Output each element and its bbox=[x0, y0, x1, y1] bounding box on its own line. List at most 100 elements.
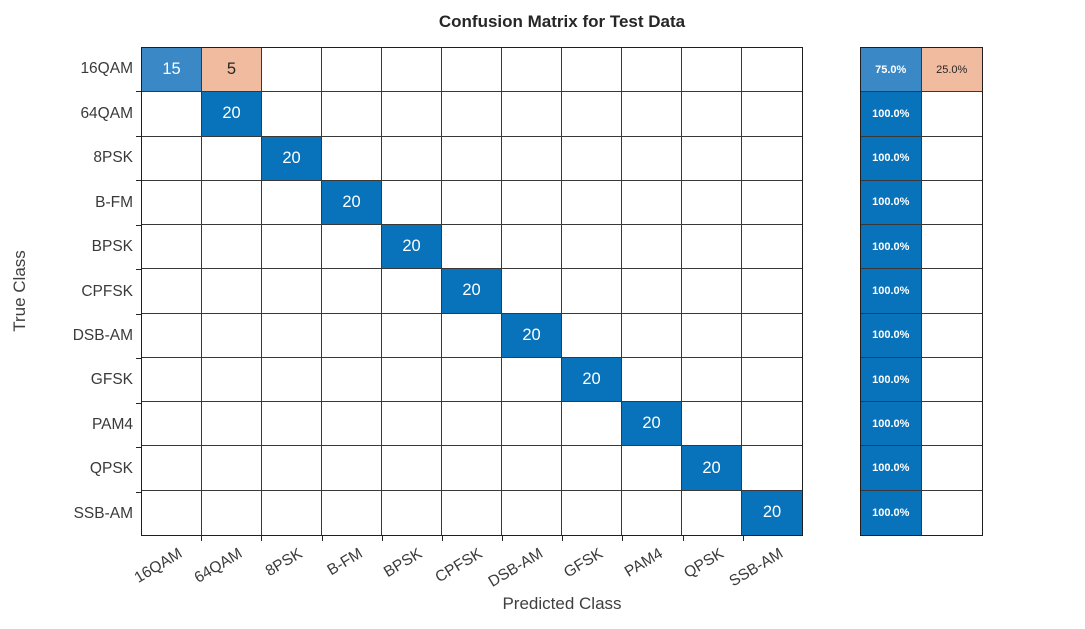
x-axis-tick bbox=[742, 536, 744, 541]
matrix-cell: 5 bbox=[202, 48, 262, 93]
matrix-cell bbox=[622, 490, 682, 535]
matrix-cell bbox=[502, 402, 562, 447]
y-tick-label: 16QAM bbox=[80, 60, 133, 78]
matrix-cell bbox=[742, 446, 802, 491]
matrix-cell bbox=[502, 446, 562, 491]
matrix-cell bbox=[562, 48, 622, 93]
matrix-cell bbox=[322, 313, 382, 358]
matrix-cell bbox=[742, 136, 802, 181]
matrix-cell bbox=[742, 180, 802, 226]
matrix-cell bbox=[202, 180, 262, 226]
matrix-cell bbox=[262, 225, 322, 270]
matrix-cell: 20 bbox=[202, 92, 262, 137]
matrix-cell bbox=[562, 92, 622, 137]
matrix-cell bbox=[322, 490, 382, 535]
matrix-cell bbox=[442, 446, 502, 491]
y-tick-label: QPSK bbox=[89, 460, 133, 478]
x-axis-tick bbox=[441, 536, 443, 541]
summary-correct-cell: 100.0% bbox=[861, 225, 922, 270]
summary-incorrect-cell bbox=[921, 490, 982, 535]
y-axis-tick bbox=[136, 447, 141, 449]
matrix-cell bbox=[502, 269, 562, 314]
matrix-cell bbox=[682, 136, 742, 181]
matrix-cell: 20 bbox=[262, 136, 322, 181]
matrix-cell bbox=[442, 92, 502, 137]
summary-correct-cell: 100.0% bbox=[861, 180, 922, 226]
x-axis-tick bbox=[622, 536, 624, 541]
matrix-cell: 15 bbox=[142, 48, 202, 93]
matrix-cell bbox=[562, 136, 622, 181]
matrix-cell bbox=[262, 180, 322, 226]
y-tick-label: B-FM bbox=[95, 193, 133, 211]
x-tick-label: GFSK bbox=[561, 545, 607, 582]
matrix-cell bbox=[442, 136, 502, 181]
matrix-cell: 20 bbox=[442, 269, 502, 314]
matrix-cell bbox=[262, 357, 322, 403]
matrix-cell bbox=[682, 92, 742, 137]
matrix-cell bbox=[502, 92, 562, 137]
matrix-cell bbox=[742, 48, 802, 93]
matrix-cell bbox=[382, 402, 442, 447]
matrix-cell bbox=[142, 313, 202, 358]
matrix-cell bbox=[622, 180, 682, 226]
matrix-cell bbox=[142, 136, 202, 181]
matrix-cell bbox=[502, 357, 562, 403]
summary-incorrect-cell bbox=[921, 92, 982, 137]
matrix-cell bbox=[442, 225, 502, 270]
matrix-cell bbox=[202, 225, 262, 270]
summary-incorrect-cell bbox=[921, 313, 982, 358]
matrix-cell: 20 bbox=[322, 180, 382, 226]
summary-correct-cell: 100.0% bbox=[861, 446, 922, 491]
matrix-cell bbox=[262, 269, 322, 314]
matrix-cell bbox=[682, 269, 742, 314]
matrix-cell bbox=[262, 92, 322, 137]
summary-incorrect-cell bbox=[921, 402, 982, 447]
x-tick-label: DSB-AM bbox=[485, 545, 546, 591]
matrix-cell bbox=[682, 357, 742, 403]
matrix-cell bbox=[622, 357, 682, 403]
matrix-cell bbox=[202, 446, 262, 491]
matrix-cell bbox=[142, 490, 202, 535]
matrix-cell bbox=[502, 136, 562, 181]
summary-incorrect-cell bbox=[921, 180, 982, 226]
x-tick-label: 16QAM bbox=[131, 545, 185, 587]
matrix-cell bbox=[262, 490, 322, 535]
x-axis-tick bbox=[502, 536, 504, 541]
summary-correct-cell: 100.0% bbox=[861, 136, 922, 181]
summary-incorrect-cell bbox=[921, 225, 982, 270]
matrix-cell bbox=[742, 313, 802, 358]
matrix-cell bbox=[622, 225, 682, 270]
x-tick-label: CPFSK bbox=[432, 545, 486, 587]
matrix-cell bbox=[622, 136, 682, 181]
matrix-cell bbox=[322, 357, 382, 403]
x-tick-label: BPSK bbox=[381, 545, 426, 581]
summary-correct-cell: 100.0% bbox=[861, 92, 922, 137]
matrix-cell bbox=[502, 48, 562, 93]
matrix-cell bbox=[382, 92, 442, 137]
matrix-cell: 20 bbox=[502, 313, 562, 358]
matrix-cell bbox=[202, 357, 262, 403]
summary-incorrect-cell bbox=[921, 446, 982, 491]
matrix-cell bbox=[562, 446, 622, 491]
matrix-cell bbox=[382, 48, 442, 93]
matrix-cell bbox=[682, 402, 742, 447]
y-tick-label: SSB-AM bbox=[73, 504, 133, 522]
matrix-cell bbox=[382, 446, 442, 491]
matrix-cell bbox=[742, 357, 802, 403]
x-tick-label: 64QAM bbox=[191, 545, 246, 587]
matrix-cell bbox=[562, 490, 622, 535]
y-axis-tick bbox=[136, 91, 141, 93]
y-tick-label: BPSK bbox=[91, 238, 133, 256]
y-axis-tick bbox=[136, 269, 141, 271]
x-tick-label: B-FM bbox=[324, 545, 366, 580]
x-tick-label: 8PSK bbox=[262, 545, 306, 580]
x-axis-tick bbox=[562, 536, 564, 541]
matrix-cell bbox=[322, 225, 382, 270]
y-tick-label: 8PSK bbox=[93, 149, 133, 167]
summary-correct-cell: 75.0% bbox=[861, 48, 922, 93]
matrix-cell bbox=[262, 313, 322, 358]
summary-correct-cell: 100.0% bbox=[861, 269, 922, 314]
matrix-cell: 20 bbox=[562, 357, 622, 403]
x-axis-label: Predicted Class bbox=[502, 594, 622, 613]
